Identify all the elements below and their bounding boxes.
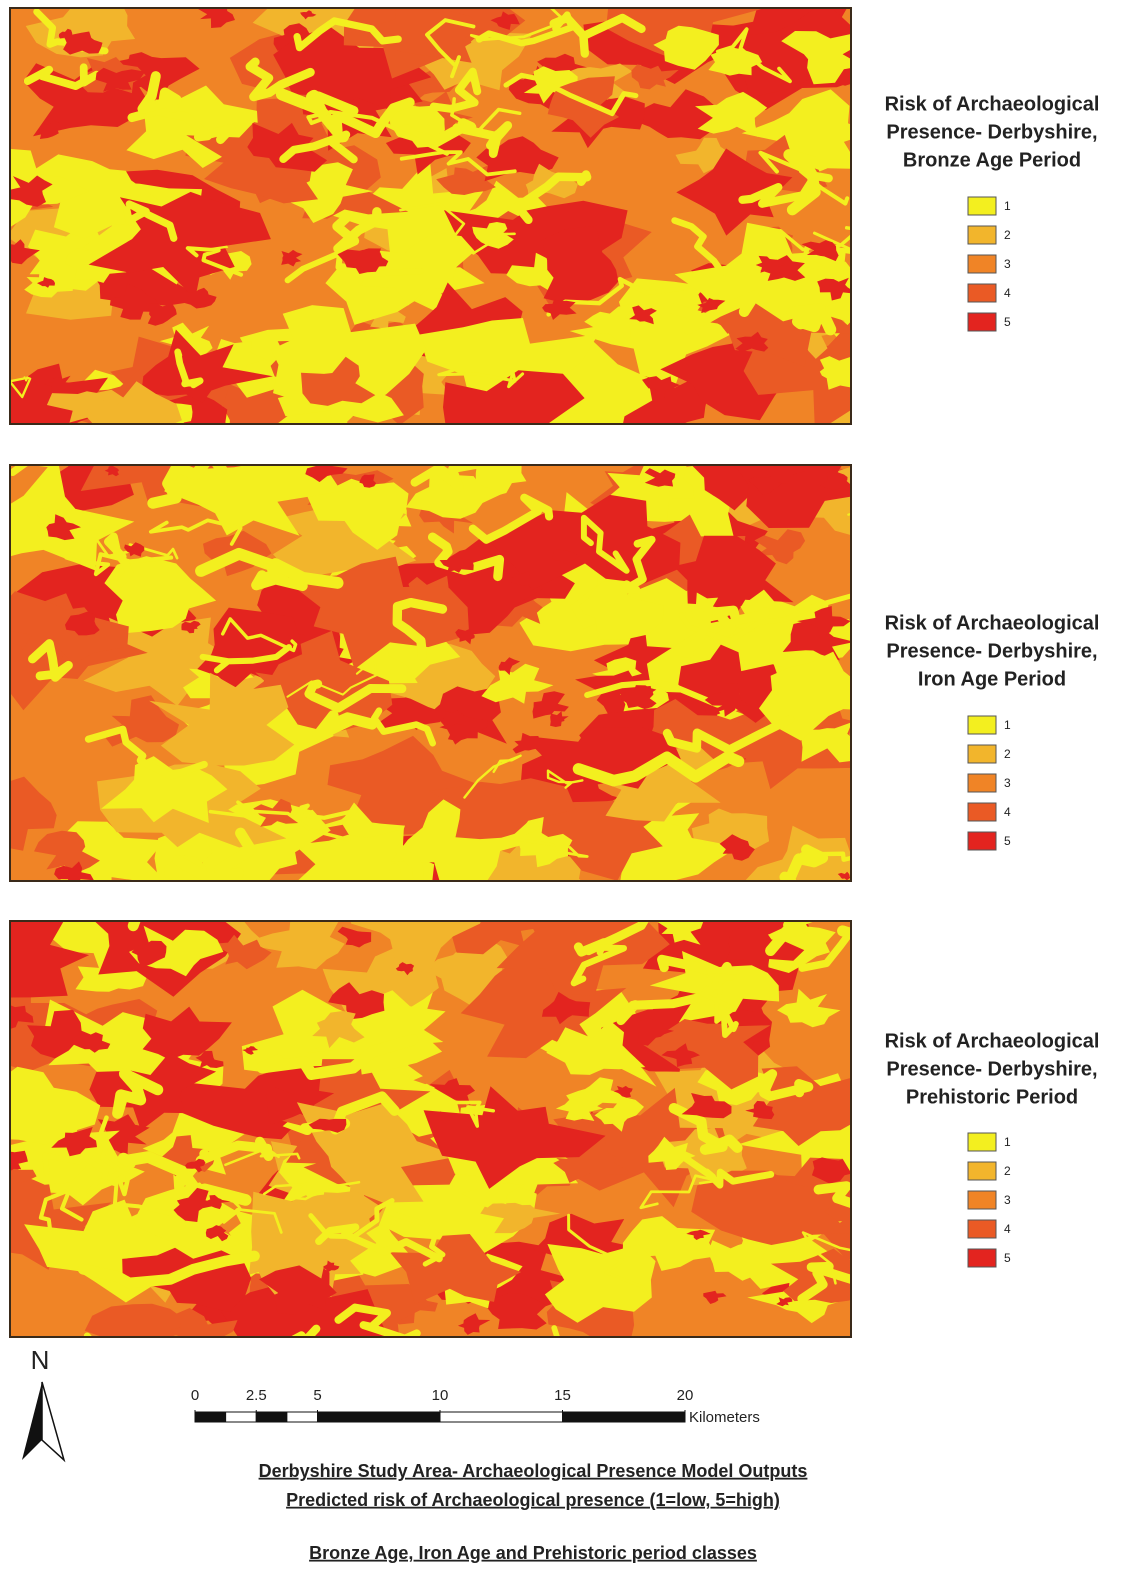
- scale-tick-label: 0: [191, 1387, 199, 1404]
- scale-segment: [195, 1412, 226, 1422]
- scale-segment: [287, 1412, 318, 1422]
- legend-label: 2: [1004, 228, 1011, 242]
- legend-swatch: [968, 1220, 996, 1238]
- map-panel: [0, 872, 966, 1391]
- legend-label: 4: [1004, 1222, 1011, 1236]
- legend-title: Presence- Derbyshire,: [886, 640, 1097, 662]
- river-zone: [848, 508, 964, 548]
- scale-segment: [318, 1412, 441, 1422]
- north-arrow-left: [22, 1382, 42, 1460]
- north-arrow-right: [42, 1382, 64, 1460]
- scale-tick-label: 20: [677, 1387, 694, 1404]
- page: Risk of Archaeological Presence- Derbyshi…: [0, 0, 1134, 1567]
- legend-title: Presence- Derbyshire,: [886, 121, 1097, 143]
- legend-label: 3: [1004, 1193, 1011, 1207]
- legend-swatch: [968, 832, 996, 850]
- legend-label: 4: [1004, 286, 1011, 300]
- legend-label: 5: [1004, 1251, 1011, 1265]
- legend-title: Prehistoric Period: [906, 1086, 1078, 1108]
- legend-swatch: [968, 1191, 996, 1209]
- scale-tick-label: 15: [554, 1387, 571, 1404]
- legend-swatch: [968, 1249, 996, 1267]
- river-zone: [87, 1336, 153, 1391]
- legend-label: 3: [1004, 776, 1011, 790]
- scale-segment: [226, 1412, 257, 1422]
- scale-unit: Kilometers: [689, 1409, 760, 1426]
- legend-title: Risk of Archaeological: [885, 612, 1100, 634]
- legend-swatch: [968, 803, 996, 821]
- legend-swatch: [968, 1133, 996, 1151]
- footer-line: Derbyshire Study Area- Archaeological Pr…: [259, 1461, 808, 1481]
- legend-label: 4: [1004, 805, 1011, 819]
- scale-tick-label: 10: [432, 1387, 449, 1404]
- river-zone: [793, 309, 831, 330]
- scale-tick-label: 5: [313, 1387, 321, 1404]
- legend-title: Presence- Derbyshire,: [886, 1058, 1097, 1080]
- legend-swatch: [968, 255, 996, 273]
- legend-swatch: [968, 284, 996, 302]
- legend-label: 1: [1004, 1135, 1011, 1149]
- scale-segment: [440, 1412, 563, 1422]
- legend-swatch: [968, 745, 996, 763]
- legend-title: Bronze Age Period: [903, 149, 1081, 171]
- legend-swatch: [968, 1162, 996, 1180]
- map-panel: [0, 417, 965, 939]
- map-panel: [0, 0, 965, 477]
- legend-label: 1: [1004, 718, 1011, 732]
- north-arrow: N: [22, 1345, 64, 1460]
- legend-label: 1: [1004, 199, 1011, 213]
- legend-title: Risk of Archaeological: [885, 1030, 1100, 1052]
- scale-tick-label: 2.5: [246, 1387, 267, 1404]
- legend-swatch: [968, 716, 996, 734]
- legend-label: 2: [1004, 747, 1011, 761]
- legend-swatch: [968, 226, 996, 244]
- footer-subtitle: Bronze Age, Iron Age and Prehistoric per…: [309, 1543, 757, 1563]
- legend-swatch: [968, 774, 996, 792]
- footer-line: Predicted risk of Archaeological presenc…: [286, 1490, 780, 1510]
- legend-title: Risk of Archaeological: [885, 93, 1100, 115]
- north-label: N: [31, 1345, 50, 1375]
- scale-segment: [563, 1412, 686, 1422]
- legend-label: 3: [1004, 257, 1011, 271]
- legend-swatch: [968, 197, 996, 215]
- legend-title: Iron Age Period: [918, 668, 1066, 690]
- legend-swatch: [968, 313, 996, 331]
- river-zone: [845, 1154, 967, 1218]
- legend-label: 5: [1004, 315, 1011, 329]
- legend-label: 2: [1004, 1164, 1011, 1178]
- scale-segment: [256, 1412, 287, 1422]
- legend-label: 5: [1004, 834, 1011, 848]
